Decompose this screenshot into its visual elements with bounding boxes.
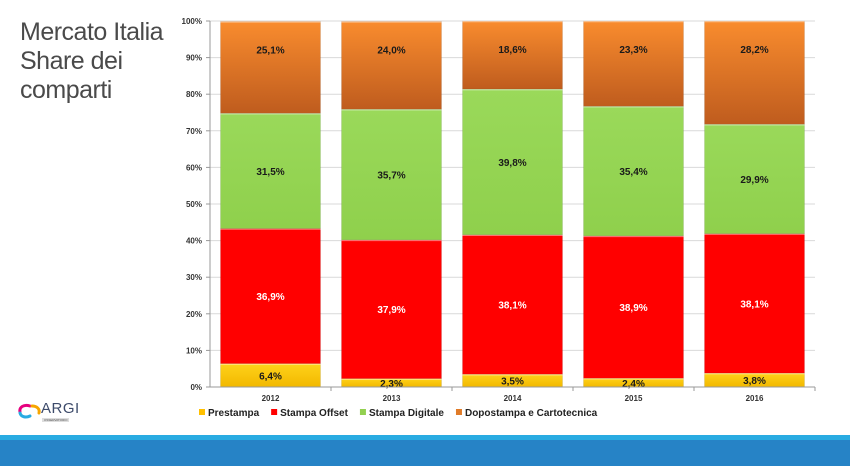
legend-label: Dopostampa e Cartotecnica bbox=[465, 408, 598, 419]
y-tick-label: 90% bbox=[186, 54, 202, 63]
bar-segment-stampa-digitale bbox=[704, 123, 805, 234]
bar-segment-stampa-digitale bbox=[220, 112, 321, 229]
bar-segment-dopostampa-e-cartotecnica bbox=[341, 21, 442, 110]
argi-swirl-icon bbox=[18, 403, 41, 419]
data-label: 28,2% bbox=[740, 45, 768, 56]
legend-swatch bbox=[455, 409, 462, 415]
data-label: 25,1% bbox=[256, 45, 284, 56]
bar-segment-dopostampa-e-cartotecnica bbox=[220, 21, 321, 114]
x-tick-label: 2016 bbox=[746, 394, 764, 403]
legend-swatch bbox=[271, 409, 278, 415]
bar-segment-stampa-digitale bbox=[462, 88, 563, 235]
x-tick-label: 2014 bbox=[504, 394, 522, 403]
data-label: 38,1% bbox=[498, 300, 526, 311]
legend-swatch bbox=[199, 409, 205, 415]
title-line-2: Share dei bbox=[20, 47, 123, 75]
data-label: 38,1% bbox=[740, 299, 768, 310]
y-tick-label: 70% bbox=[186, 127, 202, 136]
slide-title: Mercato Italia Share dei comparti bbox=[20, 18, 164, 105]
y-axis: 0% 10% 20% 30% 40% 50% 60% 70% 80% 90% 100% bbox=[182, 17, 211, 392]
data-label: 2,3% bbox=[380, 379, 403, 390]
data-label: 6,4% bbox=[259, 371, 282, 382]
data-label: 37,9% bbox=[377, 305, 405, 316]
bar-segment-stampa-offset bbox=[341, 239, 442, 379]
bar-segment-stampa-offset bbox=[220, 228, 321, 364]
bar-segment-stampa-offset bbox=[704, 233, 805, 374]
bar-segment-dopostampa-e-cartotecnica bbox=[704, 20, 805, 125]
data-label: 3,5% bbox=[501, 377, 524, 388]
data-label: 3,8% bbox=[743, 376, 766, 387]
x-tick-label: 2015 bbox=[625, 394, 643, 403]
stacked-bar-chart: 0% 10% 20% 30% 40% 50% 60% 70% 80% 90% 100% 6,4% 36… bbox=[182, 17, 816, 419]
y-tick-label: 40% bbox=[186, 237, 202, 246]
data-label: 36,9% bbox=[256, 292, 284, 303]
data-label: 39,8% bbox=[498, 158, 526, 169]
footer-accent-bar bbox=[0, 435, 850, 440]
y-tick-label: 10% bbox=[186, 346, 202, 355]
data-label: 38,9% bbox=[619, 303, 647, 314]
title-line-1: Mercato Italia bbox=[20, 18, 164, 46]
bar-segment-stampa-offset bbox=[583, 235, 684, 379]
legend-label: Prestampa bbox=[208, 408, 260, 419]
legend-swatch bbox=[359, 409, 366, 415]
data-label: 35,7% bbox=[377, 171, 405, 182]
bar-segment-dopostampa-e-cartotecnica bbox=[462, 20, 563, 90]
legend: Prestampa Stampa Offset Stampa Digitale Dop… bbox=[199, 408, 598, 419]
data-label: 31,5% bbox=[256, 167, 284, 178]
x-axis: 2012 2013 2014 2015 2016 bbox=[210, 386, 816, 403]
y-tick-label: 0% bbox=[190, 383, 202, 392]
data-label: 23,3% bbox=[619, 45, 647, 56]
bar-segment-stampa-digitale bbox=[341, 108, 442, 241]
bar-segment-stampa-digitale bbox=[583, 106, 684, 237]
y-tick-label: 100% bbox=[182, 17, 202, 26]
data-label: 2,4% bbox=[622, 379, 645, 390]
y-tick-label: 20% bbox=[186, 310, 202, 319]
y-tick-label: 80% bbox=[186, 90, 202, 99]
logo-text: ARGI bbox=[41, 400, 80, 417]
legend-label: Stampa Offset bbox=[280, 408, 348, 419]
y-tick-label: 60% bbox=[186, 163, 202, 172]
argi-logo: ARGI OSSERVATORIO bbox=[18, 400, 88, 430]
y-tick-label: 30% bbox=[186, 273, 202, 282]
data-label: 24,0% bbox=[377, 45, 405, 56]
logo-subtitle: OSSERVATORIO bbox=[42, 418, 70, 422]
bar-segment-stampa-offset bbox=[462, 234, 563, 375]
x-tick-label: 2013 bbox=[383, 394, 401, 403]
footer-bar bbox=[0, 440, 850, 466]
x-tick-label: 2012 bbox=[262, 394, 280, 403]
title-line-3: comparti bbox=[20, 76, 112, 104]
bar-segment-dopostampa-e-cartotecnica bbox=[583, 20, 684, 107]
bars: 6,4% 36,9% 31,5% 25,1% 2,3% 37,9% 35,7% 24,0% 3,… bbox=[220, 20, 805, 390]
data-label: 35,4% bbox=[619, 167, 647, 178]
data-label: 29,9% bbox=[740, 175, 768, 186]
y-tick-label: 50% bbox=[186, 200, 202, 209]
legend-label: Stampa Digitale bbox=[369, 408, 444, 419]
data-label: 18,6% bbox=[498, 45, 526, 56]
